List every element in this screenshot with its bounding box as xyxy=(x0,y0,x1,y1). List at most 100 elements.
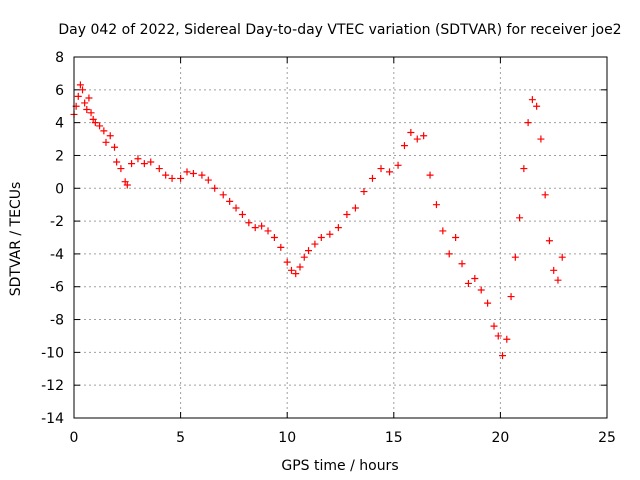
data-point xyxy=(168,174,176,182)
data-point xyxy=(140,160,148,168)
data-point xyxy=(326,230,334,238)
plot-frame xyxy=(73,56,608,419)
y-tick-label: -2 xyxy=(50,214,64,230)
data-point xyxy=(533,102,541,110)
data-point xyxy=(377,165,385,173)
x-axis-label: GPS time / hours xyxy=(281,458,398,474)
y-tick-label: 8 xyxy=(55,50,64,66)
data-point xyxy=(96,122,104,130)
data-point xyxy=(300,253,308,261)
data-point xyxy=(270,234,278,241)
data-point xyxy=(541,191,549,199)
data-point xyxy=(305,247,313,255)
data-point xyxy=(219,191,227,199)
data-point xyxy=(311,240,319,248)
data-point xyxy=(516,214,524,222)
data-point xyxy=(106,132,114,140)
x-tick-label: 0 xyxy=(70,430,79,446)
data-point xyxy=(554,276,562,284)
data-point xyxy=(507,293,515,301)
data-point xyxy=(477,286,485,294)
y-axis-label: SDTVAR / TECUs xyxy=(8,182,24,297)
data-point xyxy=(545,237,553,245)
data-point xyxy=(334,224,342,232)
y-tick-label: 0 xyxy=(55,181,64,197)
data-point xyxy=(511,253,519,261)
data-point xyxy=(386,168,394,176)
data-point xyxy=(445,250,453,258)
data-point xyxy=(413,135,421,143)
data-point xyxy=(189,170,197,178)
y-tick-label: 4 xyxy=(55,116,64,132)
y-tick-label: -12 xyxy=(41,378,64,394)
data-point xyxy=(211,184,219,192)
data-point xyxy=(420,132,428,140)
data-point xyxy=(79,86,87,94)
data-point xyxy=(85,94,93,102)
data-point xyxy=(251,224,259,232)
data-point xyxy=(524,119,532,127)
y-tick-label: -4 xyxy=(50,247,64,263)
data-point xyxy=(452,234,460,241)
data-point xyxy=(458,260,466,268)
x-tick-label: 10 xyxy=(278,430,296,446)
data-point xyxy=(232,204,240,212)
data-point xyxy=(499,352,507,360)
data-point xyxy=(439,227,447,235)
data-point xyxy=(111,143,119,151)
data-point xyxy=(360,188,368,196)
y-tick-label: 2 xyxy=(55,148,64,164)
data-point xyxy=(113,158,121,166)
x-tick-label: 20 xyxy=(491,430,509,446)
data-point xyxy=(155,165,163,173)
data-point xyxy=(558,253,566,261)
data-point xyxy=(91,119,99,127)
data-point xyxy=(81,99,89,107)
data-point xyxy=(134,155,142,163)
data-point xyxy=(494,332,502,340)
data-point xyxy=(76,81,84,89)
data-point xyxy=(464,279,472,287)
data-point xyxy=(343,211,351,219)
data-point xyxy=(177,174,185,182)
data-point xyxy=(277,243,285,251)
data-point xyxy=(484,299,492,307)
data-point xyxy=(204,176,212,184)
data-point xyxy=(162,171,170,179)
data-point xyxy=(400,142,408,150)
data-point xyxy=(287,266,295,274)
data-point xyxy=(183,168,191,176)
y-axis-ticks: -14 -12 -10 -8 -6 -4 -2 0 2 4 6 8 xyxy=(41,50,607,427)
data-point xyxy=(471,275,479,283)
data-point xyxy=(503,335,511,343)
data-point xyxy=(407,128,415,136)
data-point xyxy=(368,174,376,182)
data-point xyxy=(238,211,246,219)
data-point xyxy=(283,258,291,266)
data-point xyxy=(296,263,304,271)
data-point xyxy=(117,165,125,173)
data-point xyxy=(74,92,82,100)
data-point xyxy=(123,181,131,189)
data-point xyxy=(258,222,266,230)
data-point xyxy=(317,234,325,241)
data-point xyxy=(432,201,440,209)
data-point xyxy=(245,219,253,227)
data-point xyxy=(394,161,402,169)
data-point xyxy=(226,197,234,205)
x-tick-label: 15 xyxy=(385,430,403,446)
data-point xyxy=(87,109,95,117)
data-point xyxy=(100,127,108,135)
data-point xyxy=(490,322,498,330)
data-point xyxy=(147,158,155,166)
data-point xyxy=(520,165,528,173)
data-point xyxy=(102,138,110,146)
y-tick-label: 6 xyxy=(55,83,64,99)
data-point xyxy=(426,171,434,179)
y-tick-label: -10 xyxy=(41,345,64,361)
data-point xyxy=(537,135,545,143)
x-axis-ticks: 0 5 10 15 20 25 xyxy=(70,57,616,446)
data-point xyxy=(550,266,558,274)
data-point xyxy=(292,270,300,278)
